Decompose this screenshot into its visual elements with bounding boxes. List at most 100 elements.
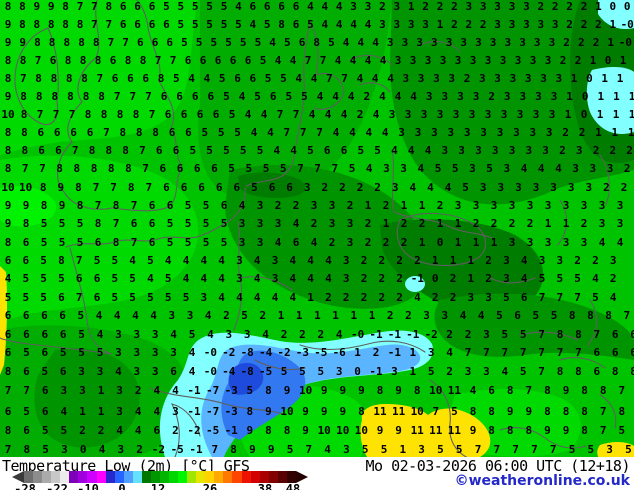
temp-value: 8 bbox=[581, 405, 588, 418]
temp-value: 3 bbox=[187, 309, 194, 322]
temp-value: 4 bbox=[269, 36, 276, 49]
temp-value: 2 bbox=[491, 217, 498, 230]
temp-value: 4 bbox=[446, 346, 453, 359]
temp-value: 4 bbox=[307, 254, 314, 267]
temp-value: 2 bbox=[281, 328, 288, 341]
temp-value: 7 bbox=[72, 144, 79, 157]
temp-value: 8 bbox=[36, 90, 43, 103]
temp-value: 8 bbox=[81, 72, 88, 85]
temp-value: 4 bbox=[341, 108, 348, 121]
temp-value: 2 bbox=[446, 328, 453, 341]
temp-value: 1 bbox=[628, 126, 634, 139]
temp-value: 5 bbox=[78, 346, 85, 359]
temp-value: 3 bbox=[504, 90, 511, 103]
temp-value: 1 bbox=[307, 291, 314, 304]
temp-value: 5 bbox=[299, 365, 306, 378]
temp-value: 5 bbox=[147, 291, 154, 304]
temp-value: 7 bbox=[139, 144, 146, 157]
temp-value: 4 bbox=[408, 144, 415, 157]
temp-value: 7 bbox=[593, 328, 600, 341]
temp-value: 5 bbox=[307, 144, 314, 157]
temp-value: 8 bbox=[544, 384, 551, 397]
temp-value: 3 bbox=[152, 346, 159, 359]
temp-value: 2 bbox=[275, 199, 282, 212]
temp-value: 3 bbox=[467, 291, 474, 304]
temp-value: 9 bbox=[339, 384, 346, 397]
temp-value: 5 bbox=[251, 181, 258, 194]
temp-value: 2 bbox=[446, 365, 453, 378]
temp-value: 2 bbox=[624, 162, 631, 175]
temp-value: 3 bbox=[152, 328, 159, 341]
temp-value: 3 bbox=[606, 443, 613, 456]
temp-value: 5 bbox=[177, 18, 184, 31]
map-region-cold-centerdot bbox=[238, 172, 306, 199]
temp-value: 4 bbox=[218, 291, 225, 304]
temp-value: 5 bbox=[129, 272, 136, 285]
temp-value: 6 bbox=[5, 254, 12, 267]
temp-value: 5 bbox=[77, 236, 84, 249]
temp-value: 3 bbox=[523, 0, 530, 13]
temp-value: 4 bbox=[147, 272, 154, 285]
temp-value: 3 bbox=[244, 328, 251, 341]
temp-value: 6 bbox=[269, 181, 276, 194]
colorbar-segment bbox=[132, 471, 142, 483]
temp-value: 5 bbox=[201, 126, 208, 139]
temp-value: 1 bbox=[629, 90, 634, 103]
temp-value: 5 bbox=[173, 72, 180, 85]
temp-value: 8 bbox=[41, 199, 48, 212]
map-region-cyan-dot bbox=[405, 276, 425, 292]
temp-value: 5 bbox=[228, 162, 235, 175]
temp-value: 4 bbox=[350, 54, 357, 67]
temp-value: 3 bbox=[408, 18, 415, 31]
temp-value: 3 bbox=[236, 272, 243, 285]
temp-value: 6 bbox=[5, 405, 12, 418]
temp-value: 1 bbox=[613, 108, 620, 121]
temp-value: 8 bbox=[414, 384, 421, 397]
temp-value: 3 bbox=[509, 199, 516, 212]
temp-value: 2 bbox=[610, 272, 617, 285]
temp-value: 2 bbox=[401, 217, 408, 230]
temp-value: -2 bbox=[425, 328, 438, 341]
temp-value: 5 bbox=[254, 90, 261, 103]
temp-value: 4 bbox=[132, 309, 139, 322]
weatheronline-credit-link[interactable]: ©weatheronline.co.uk bbox=[454, 473, 630, 489]
temp-value: 9 bbox=[544, 424, 551, 437]
temp-value: 2 bbox=[559, 144, 566, 157]
temp-value: 3 bbox=[78, 365, 85, 378]
temp-value: 5 bbox=[97, 346, 104, 359]
temp-value: 3 bbox=[431, 36, 438, 49]
temp-value: 1 bbox=[609, 18, 616, 31]
temp-value: 3 bbox=[533, 181, 540, 194]
temp-value: 4 bbox=[372, 72, 379, 85]
coast-spain-med bbox=[170, 403, 201, 458]
temp-value: 6 bbox=[37, 126, 44, 139]
temp-value: 3 bbox=[545, 236, 552, 249]
temp-value: 4 bbox=[307, 0, 314, 13]
temp-value: 5 bbox=[374, 144, 381, 157]
temp-value: 9 bbox=[268, 443, 275, 456]
temp-value: 7 bbox=[103, 126, 110, 139]
colorbar-tick-label: -28 bbox=[14, 482, 36, 490]
temp-value: 6 bbox=[94, 272, 101, 285]
temp-value: 4 bbox=[275, 54, 282, 67]
temp-value: 2 bbox=[387, 309, 394, 322]
temp-value: 1 bbox=[79, 405, 86, 418]
temp-value: 5 bbox=[192, 0, 199, 13]
temp-value: 4 bbox=[188, 72, 195, 85]
temp-value: 8 bbox=[5, 365, 12, 378]
temp-value: 9 bbox=[507, 405, 514, 418]
temp-value: 4 bbox=[295, 72, 302, 85]
temp-value: 2 bbox=[361, 291, 368, 304]
temp-value: 5 bbox=[58, 272, 65, 285]
temp-value: 3 bbox=[465, 365, 472, 378]
temp-value: 2 bbox=[563, 36, 570, 49]
temp-value: 8 bbox=[158, 72, 165, 85]
temp-value: 7 bbox=[35, 54, 42, 67]
temp-value: -8 bbox=[241, 346, 254, 359]
temp-value: 5 bbox=[41, 365, 48, 378]
temp-value: 5 bbox=[60, 346, 67, 359]
temp-value: 11 bbox=[392, 405, 406, 418]
temp-value: 8 bbox=[470, 405, 477, 418]
